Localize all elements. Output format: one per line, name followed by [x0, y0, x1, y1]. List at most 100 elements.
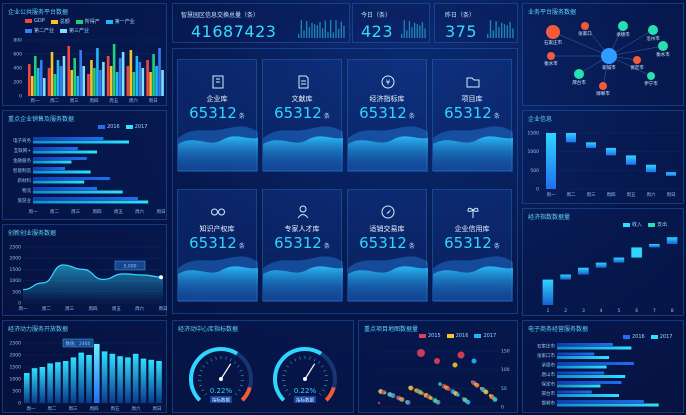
gauge-tick: [313, 358, 316, 362]
gauge-tick: [299, 356, 301, 360]
gauge-tick: [225, 356, 227, 360]
db-card[interactable]: 适销交易库 65312 条: [347, 189, 428, 302]
legend-item: 总额: [50, 18, 70, 25]
y-tick: 500: [12, 389, 21, 395]
y-tick: 1500: [10, 365, 22, 371]
stat-total: 智慧园区信息交换总量（条） 41687423: [172, 3, 350, 43]
gauge-danger: [324, 386, 336, 402]
db-card[interactable]: 知识产权库 65312 条: [177, 189, 258, 302]
spark-bar: [314, 24, 316, 38]
bar-2017: [557, 346, 632, 350]
x-tick: 8: [671, 308, 674, 314]
legend-item: GDP: [25, 18, 45, 25]
y-tick: 承德市: [542, 362, 556, 369]
scatter-point: [437, 401, 441, 405]
bar: [36, 68, 40, 96]
spark-bar: [306, 21, 308, 38]
bar: [135, 56, 139, 96]
db-card[interactable]: 专家人才库 65312 条: [262, 189, 343, 302]
gauge-tick: [318, 392, 322, 396]
bar: [96, 48, 99, 96]
panel-public-service: 企业公共服务平台数据 GDP 总额 所得产 第一产业 第二产业 第三产业 800 600 40…: [2, 3, 167, 106]
step-bar-chart: 1 2 3 4 5 6 7 8: [542, 237, 678, 314]
gauge-tick: [317, 361, 321, 364]
legend-label: 第一产业: [114, 19, 135, 25]
y-tick: 0: [501, 405, 504, 411]
bar: [86, 355, 92, 403]
db-card[interactable]: ¥ 经济指标库 65312 条: [347, 59, 428, 172]
gauge-tick: [237, 365, 240, 368]
gauge-tick: [321, 389, 325, 392]
legend-item: 2017: [125, 124, 147, 130]
panel-title: 企业公共服务平台数据: [8, 9, 69, 16]
legend-swatch: [60, 28, 68, 33]
legend-swatch: [50, 19, 58, 24]
card-label: 企业信用库: [454, 225, 490, 233]
x-tick: 周日: [149, 98, 158, 104]
x-tick: 周四: [90, 406, 99, 412]
spark-bar: [512, 28, 514, 38]
area-line-chart: 2500 2000 1500 1000 500 0 5,000 周一 周二 周三 周四 周五 周六 周日: [10, 245, 168, 313]
point-marker: [159, 275, 163, 280]
legend-item: 第一产业: [105, 18, 135, 25]
waterfall-bar: [626, 155, 636, 165]
legend-item: 2016: [446, 333, 468, 339]
bar: [78, 352, 85, 403]
card-label: 专家人才库: [284, 225, 320, 233]
spark-bar: [343, 25, 345, 38]
node-label: 衡水市: [544, 60, 558, 67]
db-card[interactable]: 企业信用库 65312 条: [432, 189, 513, 302]
bar: [109, 66, 113, 96]
bar: [117, 356, 123, 403]
bar: [82, 66, 85, 96]
bar: [76, 76, 79, 96]
wave-front: [433, 136, 513, 172]
bar-2017: [33, 190, 123, 194]
bar: [73, 58, 77, 96]
network-node: [647, 72, 655, 80]
x-tick: 6: [635, 308, 638, 314]
gauge-label: 指标数据: [296, 396, 314, 403]
db-card[interactable]: 企业库 65312 条: [177, 59, 258, 172]
gauge-label: 指标数据: [212, 396, 230, 403]
gauge-tick: [202, 365, 205, 368]
bar: [70, 70, 74, 96]
scatter-point: [483, 389, 489, 395]
card-unit: 条: [493, 243, 500, 250]
bar-2016: [33, 167, 65, 170]
y-tick: 200: [13, 80, 22, 86]
panel-title: 经济动力服务开放数据: [8, 326, 69, 333]
waterfall-bar: [646, 164, 656, 173]
network-edge: [608, 45, 664, 57]
node-label: 沧州市: [646, 35, 660, 42]
bar: [50, 52, 54, 96]
db-card[interactable]: 文献库 65312 条: [262, 59, 343, 172]
legend-swatch: [105, 19, 113, 24]
gauge-tick: [237, 389, 241, 392]
x-tick: 周一: [547, 192, 556, 198]
legend-label: 2016: [107, 124, 120, 130]
gauge-label-box: [210, 396, 232, 403]
gauge-tick: [323, 384, 327, 387]
gauge-tick: [288, 392, 292, 396]
y-tick: 2000: [10, 256, 22, 262]
scatter-point: [407, 401, 411, 405]
y-tick: 旅游业: [18, 197, 32, 204]
stat-yesterday-value: 375: [445, 22, 478, 41]
db-card[interactable]: 项目库 65312 条: [432, 59, 513, 172]
y-tick: 500: [530, 168, 539, 174]
legend-label: 所得产: [84, 19, 100, 25]
gauge-fill: [189, 347, 239, 402]
legend-swatch: [25, 18, 32, 23]
bar: [94, 343, 100, 403]
bar-2016: [557, 400, 644, 403]
network-node: [658, 41, 668, 51]
card-value: 65312 条: [433, 104, 511, 122]
gauge-needle: [220, 363, 232, 380]
card-label: 经济指标库: [369, 95, 405, 103]
wave-front: [178, 266, 258, 302]
card-value: 65312 条: [178, 234, 256, 252]
y-tick: 400: [13, 66, 22, 72]
bar: [62, 56, 66, 96]
